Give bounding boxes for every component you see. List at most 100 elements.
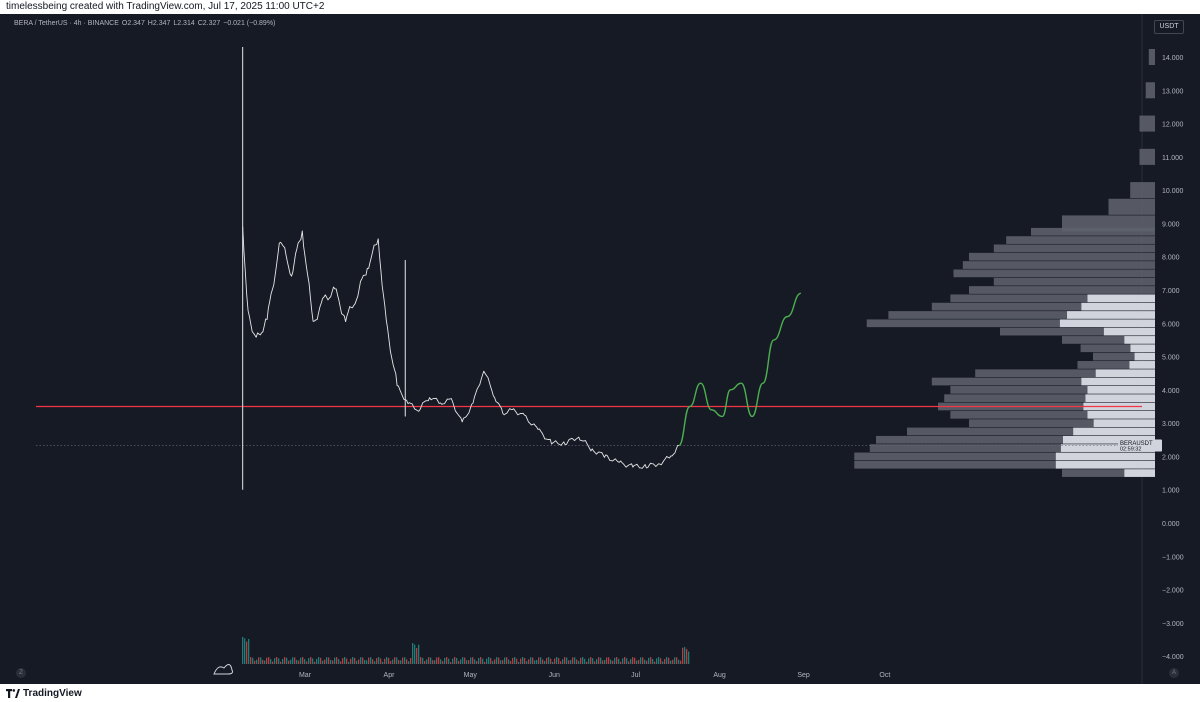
volume-bar bbox=[606, 657, 608, 664]
volume-bar bbox=[300, 657, 302, 664]
volume-bar bbox=[396, 657, 398, 664]
y-tick-label: −4.000 bbox=[1162, 654, 1184, 661]
volume-profile-bar bbox=[888, 311, 1068, 319]
y-tick-label: 7.000 bbox=[1162, 288, 1180, 295]
volume-bar bbox=[414, 644, 416, 664]
projection-curve bbox=[678, 292, 802, 447]
volume-bar bbox=[394, 657, 396, 664]
y-tick-label: 0.000 bbox=[1162, 521, 1180, 528]
volume-bar bbox=[310, 657, 312, 664]
volume-bar bbox=[462, 657, 464, 664]
volume-bar bbox=[622, 658, 624, 664]
volume-bar bbox=[520, 658, 522, 664]
x-tick-label: Oct bbox=[879, 672, 890, 679]
volume-bar bbox=[484, 661, 486, 664]
volume-bar bbox=[644, 659, 646, 664]
volume-bar bbox=[488, 657, 490, 664]
volume-bar bbox=[304, 659, 306, 664]
volume-bar bbox=[672, 659, 674, 664]
chart-frame[interactable]: 14.000 13.000 12.000 11.000 10.000 9.000 8.000… bbox=[0, 14, 1200, 684]
volume-bar bbox=[620, 661, 622, 664]
volume-profile-bar bbox=[1031, 227, 1155, 236]
auto-scale-button[interactable]: A bbox=[1169, 668, 1179, 678]
volume-bar bbox=[602, 660, 604, 664]
volume-bar bbox=[594, 661, 596, 664]
volume-profile-bar bbox=[969, 252, 1155, 261]
volume-bar bbox=[494, 659, 496, 664]
price-chart[interactable]: 14.000 13.000 12.000 11.000 10.000 9.000 8.000… bbox=[0, 14, 1200, 684]
volume-bar bbox=[688, 651, 690, 664]
volume-profile-bar bbox=[907, 427, 1074, 436]
volume-bar bbox=[548, 657, 550, 664]
volume-bar bbox=[316, 658, 318, 664]
volume-bar bbox=[274, 658, 276, 664]
x-tick-label: Apr bbox=[384, 672, 396, 679]
volume-bar bbox=[350, 658, 352, 664]
volume-bar bbox=[318, 657, 320, 664]
volume-bar bbox=[292, 657, 294, 664]
y-tick-label: 5.000 bbox=[1162, 355, 1180, 362]
volume-bar bbox=[402, 657, 404, 664]
volume-bar bbox=[448, 658, 450, 664]
volume-bar bbox=[418, 644, 420, 664]
bear-icon-shape bbox=[213, 664, 233, 675]
zoom-reset-button[interactable]: Z bbox=[16, 668, 26, 678]
volume-bar bbox=[422, 657, 424, 664]
volume-profile-value-area-bar bbox=[1130, 344, 1155, 353]
volume-bar bbox=[364, 660, 366, 664]
volume-bar bbox=[440, 659, 442, 664]
volume-bar bbox=[668, 657, 670, 664]
volume-bar bbox=[352, 657, 354, 664]
volume-bar bbox=[452, 658, 454, 664]
volume-bar bbox=[680, 660, 682, 664]
volume-bar bbox=[552, 661, 554, 664]
currency-badge[interactable]: USDT bbox=[1154, 20, 1184, 34]
brand-name: TradingView bbox=[23, 687, 82, 699]
low-value: L2.314 bbox=[173, 20, 195, 27]
volume-profile-value-area-bar bbox=[1059, 319, 1155, 328]
volume-bar bbox=[390, 660, 392, 664]
volume-bar bbox=[446, 657, 448, 664]
volume-bar bbox=[424, 661, 426, 664]
bear-icon bbox=[213, 664, 233, 675]
volume-bar bbox=[260, 657, 262, 664]
volume-bar bbox=[652, 658, 654, 664]
volume-bar bbox=[630, 659, 632, 664]
volume-bar bbox=[560, 661, 562, 664]
volume-profile-bar bbox=[1062, 336, 1125, 344]
volume-bar bbox=[616, 657, 618, 664]
volume-bar bbox=[550, 658, 552, 664]
volume-bar bbox=[290, 659, 292, 664]
volume-bar bbox=[384, 658, 386, 664]
x-tick-label: May bbox=[464, 672, 478, 679]
volume-bar bbox=[684, 647, 686, 664]
volume-bar bbox=[392, 659, 394, 664]
volume-profile-value-area-bar bbox=[1060, 444, 1155, 452]
volume-bar bbox=[498, 657, 500, 664]
volume-bar bbox=[328, 657, 330, 664]
volume-bar bbox=[330, 659, 332, 664]
volume-bar bbox=[354, 657, 356, 664]
volume-profile-bar bbox=[876, 435, 1063, 444]
volume-bar bbox=[266, 657, 268, 664]
volume-bar bbox=[408, 661, 410, 664]
volume-bar bbox=[306, 661, 308, 664]
volume-bar bbox=[302, 657, 304, 664]
volume-bar bbox=[426, 659, 428, 664]
open-value: O2.347 bbox=[121, 20, 145, 27]
volume-bar bbox=[686, 648, 688, 664]
volume-profile-bar bbox=[950, 294, 1088, 303]
volume-bar bbox=[246, 641, 248, 664]
volume-bar bbox=[326, 657, 328, 664]
y-tick-label: 1.000 bbox=[1162, 488, 1180, 495]
volume-profile-value-area-bar bbox=[1055, 460, 1155, 469]
volume-bar bbox=[382, 661, 384, 664]
change-value: −0.021 (−0.89%) bbox=[223, 20, 276, 27]
volume-bar bbox=[546, 657, 548, 664]
volume-bar bbox=[574, 657, 576, 664]
volume-bar bbox=[588, 658, 590, 664]
volume-bar bbox=[572, 657, 574, 664]
volume-bar bbox=[280, 661, 282, 664]
volume-bar bbox=[466, 660, 468, 664]
y-tick-label: 11.000 bbox=[1162, 155, 1183, 162]
